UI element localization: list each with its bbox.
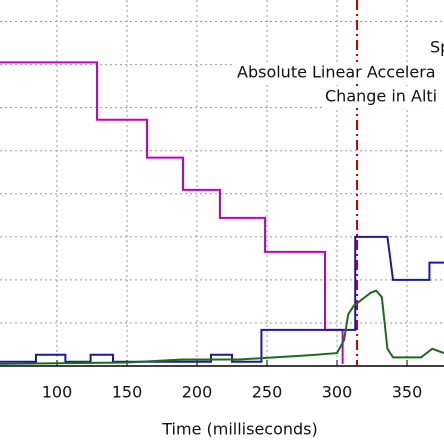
legend-label: Absolute Linear Accelera [237,63,436,82]
legend-bg [235,62,444,84]
legend-bg [323,86,444,108]
x-tick-label: 250 [252,383,283,402]
legend-label: Change in Alti [325,87,437,106]
x-axis-label: Time (milliseconds) [161,420,318,439]
x-tick-label: 150 [112,383,143,402]
x-tick-label: 200 [182,383,213,402]
series-line [0,289,444,365]
series-line [0,235,444,363]
x-tick-label: 300 [322,383,353,402]
legend-bg [428,37,444,59]
x-tick-label: 350 [392,383,423,402]
series-line [0,61,344,364]
legend-label: Sp [430,38,444,57]
x-tick-label: 100 [42,383,73,402]
